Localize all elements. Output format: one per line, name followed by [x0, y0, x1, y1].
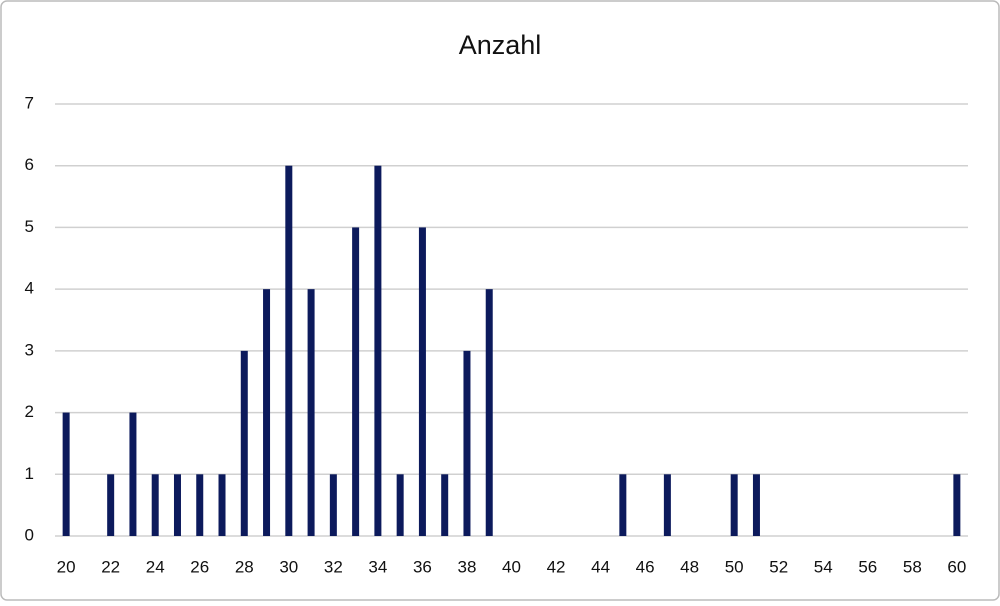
bar	[329, 474, 337, 536]
bar	[730, 474, 738, 536]
x-tick-label: 50	[725, 557, 744, 576]
x-tick-label: 40	[502, 557, 521, 576]
bar	[485, 289, 493, 536]
bar	[240, 350, 248, 536]
bar	[151, 474, 159, 536]
x-tick-label: 34	[368, 557, 387, 576]
x-tick-label: 46	[636, 557, 655, 576]
bar	[196, 474, 204, 536]
bar	[285, 165, 293, 536]
bar	[953, 474, 961, 536]
x-tick-label: 48	[680, 557, 699, 576]
bar	[352, 227, 360, 536]
x-tick-label: 20	[57, 557, 76, 576]
bar	[619, 474, 627, 536]
bar	[263, 289, 271, 536]
x-tick-label: 22	[101, 557, 120, 576]
x-tick-label: 36	[413, 557, 432, 576]
y-tick-label: 1	[25, 464, 34, 483]
bar	[418, 227, 426, 536]
y-tick-label: 2	[25, 402, 34, 421]
x-tick-label: 56	[858, 557, 877, 576]
bar	[752, 474, 760, 536]
x-tick-label: 26	[190, 557, 209, 576]
bar	[396, 474, 404, 536]
x-tick-label: 24	[146, 557, 165, 576]
x-tick-label: 32	[324, 557, 343, 576]
bar	[173, 474, 181, 536]
x-tick-label: 28	[235, 557, 254, 576]
x-tick-label: 42	[547, 557, 566, 576]
x-tick-label: 44	[591, 557, 610, 576]
y-tick-label: 0	[25, 525, 34, 544]
bar	[663, 474, 671, 536]
x-tick-label: 38	[458, 557, 477, 576]
x-tick-label: 30	[279, 557, 298, 576]
y-tick-label: 3	[25, 340, 34, 359]
bar	[374, 165, 382, 536]
y-tick-label: 5	[25, 217, 34, 236]
bar	[218, 474, 226, 536]
y-tick-label: 6	[25, 155, 34, 174]
x-tick-label: 60	[947, 557, 966, 576]
x-tick-label: 54	[814, 557, 833, 576]
bar	[62, 412, 70, 536]
x-tick-label: 52	[769, 557, 788, 576]
chart-title: Anzahl	[459, 30, 542, 60]
bar	[307, 289, 315, 536]
y-tick-label: 7	[25, 93, 34, 112]
bar	[441, 474, 449, 536]
bar	[129, 412, 137, 536]
y-tick-label: 4	[25, 279, 34, 298]
bar	[107, 474, 115, 536]
bar	[463, 350, 471, 536]
x-tick-label: 58	[903, 557, 922, 576]
